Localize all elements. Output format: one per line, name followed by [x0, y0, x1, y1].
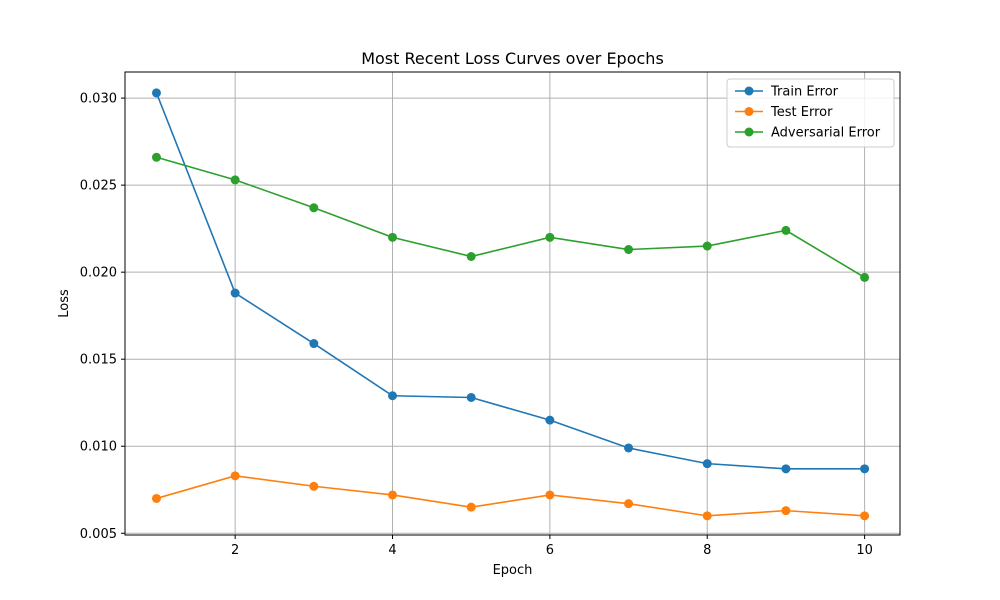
y-axis-label: Loss: [57, 289, 72, 318]
series-line: [156, 156, 866, 279]
y-tick-label: 0.015: [80, 353, 117, 368]
legend-marker: [744, 127, 754, 137]
y-tick-label: 0.020: [80, 266, 117, 281]
data-point: [309, 203, 319, 213]
data-point: [624, 245, 634, 255]
legend-label: Train Error: [770, 85, 839, 100]
x-axis-ticks: 2 4 6 8 10: [231, 535, 873, 558]
data-point: [466, 392, 476, 402]
y-tick-label: 0.025: [80, 179, 117, 194]
data-point: [545, 232, 555, 242]
y-tick-label: 0.010: [80, 440, 117, 455]
x-tick-label: 6: [546, 543, 554, 558]
series-adversarial-error: [151, 152, 870, 282]
data-point: [230, 288, 240, 298]
data-point: [624, 443, 634, 453]
data-point: [545, 490, 555, 500]
x-tick-label: 2: [231, 543, 239, 558]
data-point: [781, 506, 791, 516]
data-point: [466, 252, 476, 262]
legend-item: Train Error: [735, 85, 839, 100]
series-test-error: [151, 471, 870, 521]
legend-item: Adversarial Error: [735, 126, 881, 141]
data-point: [388, 490, 398, 500]
data-point: [466, 502, 476, 512]
data-point: [309, 339, 319, 349]
data-point: [151, 493, 161, 503]
data-point: [388, 232, 398, 242]
series-layer: [151, 88, 870, 521]
data-point: [860, 511, 870, 521]
data-point: [860, 464, 870, 474]
legend-marker: [744, 86, 754, 96]
y-tick-label: 0.005: [80, 527, 117, 542]
series-line: [156, 475, 865, 517]
data-point: [151, 88, 161, 98]
legend-box: [726, 78, 895, 148]
series-train-error: [151, 88, 870, 474]
y-tick-label: 0.030: [80, 92, 117, 107]
data-point: [702, 511, 712, 521]
series-line: [155, 92, 865, 470]
legend-marker: [744, 107, 754, 116]
x-tick-label: 10: [856, 543, 873, 558]
x-tick-label: 4: [388, 543, 396, 558]
plot-frame: [124, 71, 901, 536]
data-point: [781, 225, 791, 235]
data-point: [702, 459, 712, 469]
data-point: [624, 499, 634, 509]
legend: Train Error Test Error Adversarial Error: [726, 78, 895, 148]
data-point: [151, 152, 161, 162]
legend-item: Test Error: [735, 105, 833, 120]
legend-label: Test Error: [770, 105, 833, 120]
data-point: [702, 241, 712, 251]
x-tick-label: 8: [703, 543, 711, 558]
data-point: [309, 481, 319, 491]
y-axis-ticks: 0.005 0.010 0.015 0.020 0.025 0.030: [80, 92, 125, 542]
x-axis-label: Epoch: [493, 563, 533, 578]
data-point: [860, 272, 870, 282]
data-point: [230, 175, 240, 185]
data-point: [545, 415, 555, 425]
data-point: [781, 464, 791, 474]
chart-title: Most Recent Loss Curves over Epochs: [361, 49, 664, 68]
data-point: [388, 391, 398, 401]
legend-label: Adversarial Error: [771, 126, 881, 141]
data-point: [230, 471, 240, 481]
